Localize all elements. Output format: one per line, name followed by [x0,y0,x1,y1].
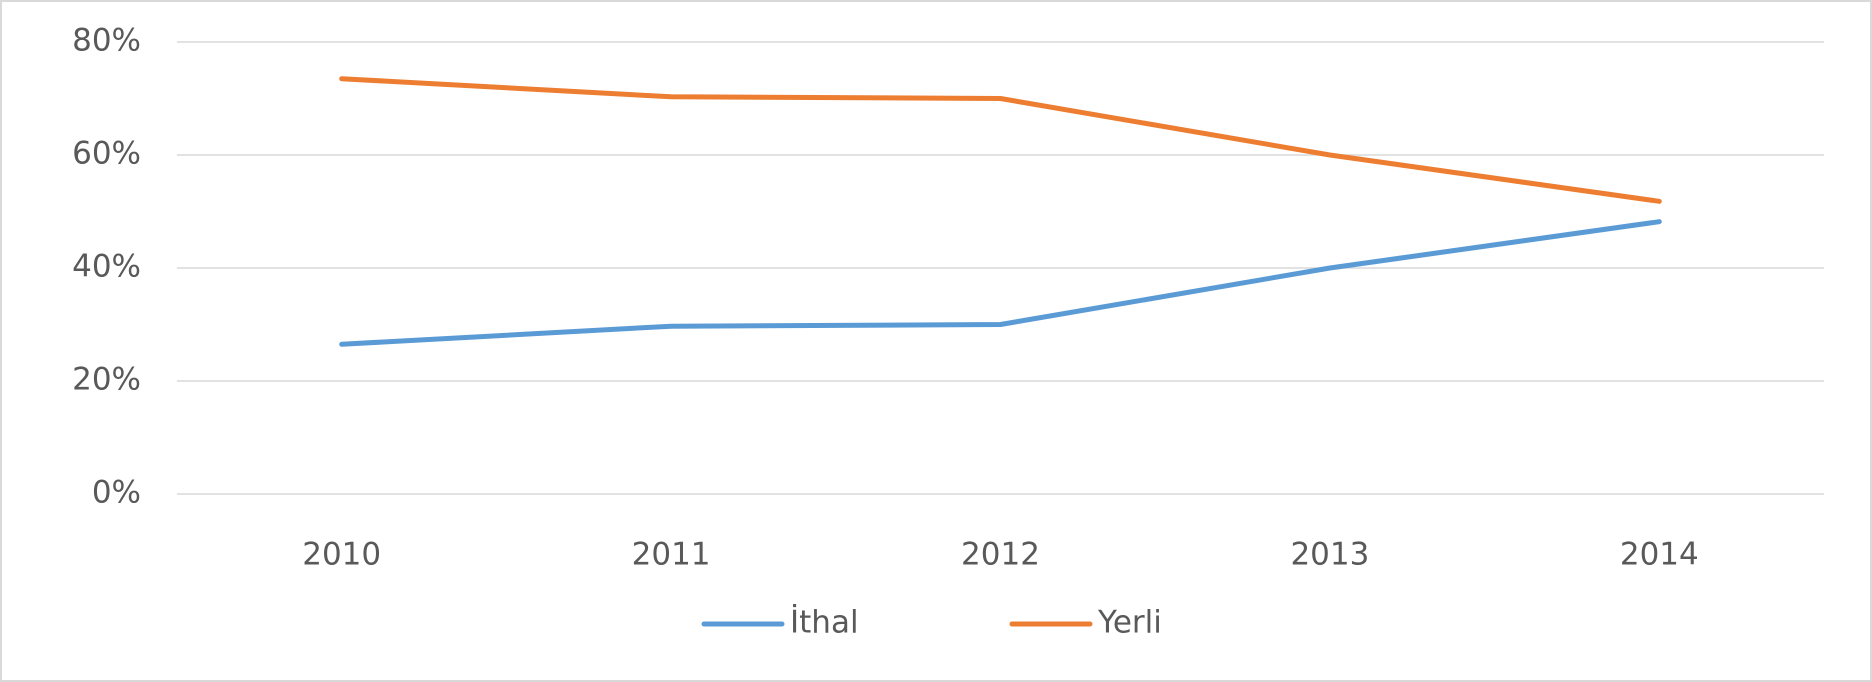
x-tick-label: 2012 [961,537,1040,573]
x-tick-label: 2011 [632,537,711,573]
x-tick-label: 2014 [1620,537,1699,573]
y-tick-label: 20% [72,362,141,398]
series-line [339,76,1662,204]
y-tick-label: 40% [72,249,141,285]
y-tick-label: 80% [72,23,141,59]
y-tick-label: 60% [72,136,141,172]
series-line [339,219,1662,347]
legend-label: İthal [790,605,859,641]
x-tick-label: 2013 [1290,537,1369,573]
y-tick-label: 0% [92,475,141,511]
legend-label: Yerli [1097,605,1162,641]
x-tick-label: 2010 [302,537,381,573]
